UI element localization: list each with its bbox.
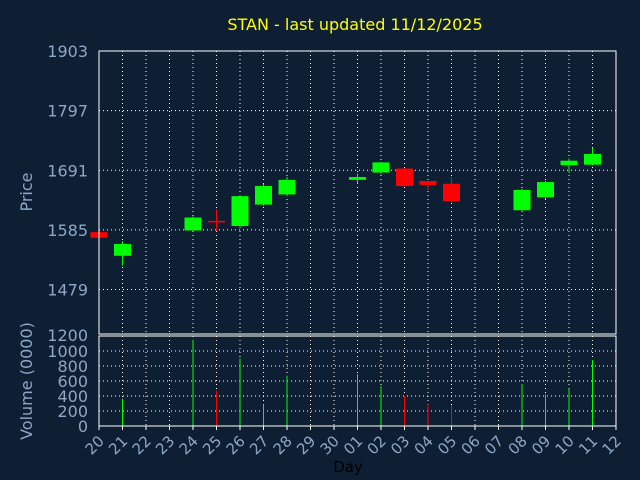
price-y-ticks: 1479 1585 1691 1797 1903 [47,42,88,300]
candle-body [372,162,390,173]
candle-body [184,217,202,231]
volume-tick-label: 800 [57,357,88,376]
candle-body [349,177,366,180]
volume-tick-label: 400 [57,387,88,406]
candle-body [114,243,131,256]
price-tick-label: 1797 [47,102,88,121]
candle-03 [396,168,413,187]
volume-panel-top-label: 1200 [47,326,88,345]
volume-tick-label: 0 [78,417,88,436]
price-tick-label: 1479 [47,281,88,300]
candle-01 [349,173,366,184]
candle-26 [231,195,249,229]
candle-25 [208,209,225,232]
volume-bars [122,339,593,426]
candle-body [255,186,272,205]
candle-10 [560,158,578,174]
candle-body [537,182,554,198]
volume-tick-label: 200 [57,402,88,421]
candle-24 [184,216,202,232]
candle-body [208,220,225,223]
candle-28 [278,177,296,197]
price-tick-label: 1903 [47,42,88,61]
chart-title: STAN - last updated 11/12/2025 [227,15,482,34]
candle-body [419,180,437,185]
candle-04 [419,180,437,190]
price-panel-frame [98,50,617,335]
candle-body [443,183,460,202]
candle-body [513,189,531,211]
candle-body [278,179,296,195]
candle-11 [584,147,601,166]
candle-body [231,196,249,226]
candle-08 [513,188,531,212]
candle-09 [537,180,554,199]
price-axis-label: Price [17,172,36,211]
candle-05 [443,177,460,203]
candle-body [560,160,578,166]
candle-02 [372,161,390,175]
candle-21 [114,241,131,266]
candle-body [584,153,601,165]
candle-27 [255,183,272,206]
price-tick-label: 1691 [47,161,88,180]
x-axis-label: Day [333,458,363,476]
price-tick-label: 1585 [47,221,88,240]
volume-axis-label: Volume (0000) [17,322,36,440]
volume-tick-label: 600 [57,372,88,391]
volume-tick-label: 1000 [47,342,88,361]
candle-body [396,168,413,187]
